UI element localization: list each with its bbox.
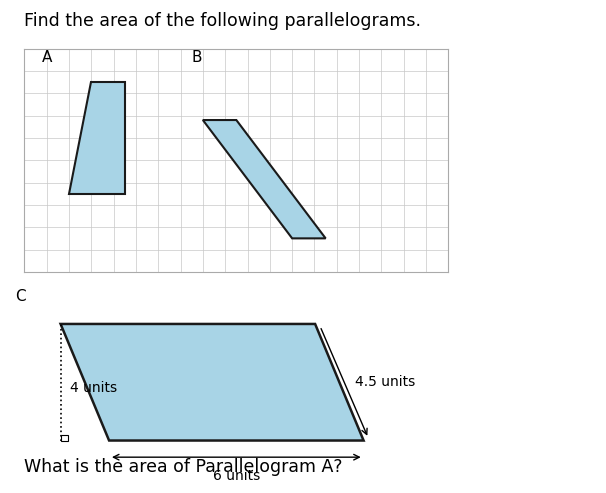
Text: A: A (42, 50, 53, 65)
Polygon shape (203, 120, 325, 239)
Text: What is the area of Parallelogram A?: What is the area of Parallelogram A? (24, 458, 343, 476)
Text: 6 units: 6 units (213, 469, 260, 483)
Text: 4.5 units: 4.5 units (355, 375, 415, 389)
Text: 4 units: 4 units (70, 381, 117, 395)
Text: B: B (191, 50, 202, 65)
Polygon shape (61, 324, 364, 441)
Text: C: C (15, 288, 26, 304)
Text: Find the area of the following parallelograms.: Find the area of the following parallelo… (24, 12, 421, 31)
Polygon shape (69, 82, 125, 194)
Bar (61, 435, 68, 441)
